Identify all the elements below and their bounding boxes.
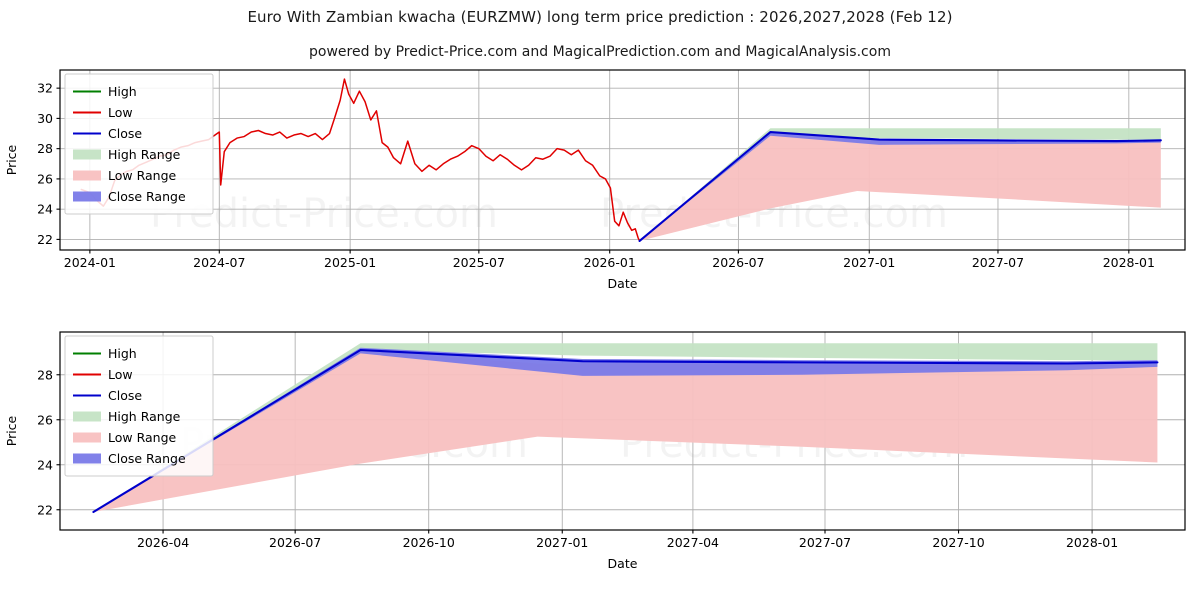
y-tick-label: 28 (37, 141, 53, 156)
legend-item-low-range[interactable]: Low Range (73, 168, 177, 183)
x-tick-label: 2027-07 (972, 255, 1024, 270)
x-tick-label: 2027-01 (536, 535, 588, 550)
page-subtitle: powered by Predict-Price.com and Magical… (309, 44, 891, 60)
legend-label: Close Range (108, 189, 186, 204)
x-axis: 2026-04 2026-07 2026-10 2027-01 2027-04 2027-… (137, 530, 1118, 550)
x-tick-label: 2025-07 (453, 255, 505, 270)
plot-content (92, 343, 1159, 514)
legend-item-low-range[interactable]: Low Range (73, 430, 177, 445)
x-tick-label: 2026-07 (712, 255, 764, 270)
band-low-range (639, 134, 1161, 241)
legend-patch-swatch (73, 170, 101, 181)
x-tick-label: 2027-10 (932, 535, 984, 550)
x-tick-label: 2028-01 (1103, 255, 1155, 270)
bottom-chart-panel: Predict-Price.comPredict-Price.com222426… (0, 322, 1200, 600)
legend-label: High Range (108, 147, 181, 162)
x-tick-label: 2027-01 (843, 255, 895, 270)
legend-patch-swatch (73, 453, 101, 464)
y-axis-title: Price (4, 144, 19, 175)
x-tick-label: 2028-01 (1066, 535, 1118, 550)
y-tick-label: 30 (37, 111, 53, 126)
legend-box (64, 335, 214, 477)
y-tick-label: 22 (37, 232, 53, 247)
legend-label: High (108, 346, 137, 361)
legend-label: Low (108, 367, 133, 382)
y-tick-label: 24 (37, 202, 53, 217)
y-axis: 22 24 26 28 30 32 (37, 81, 60, 247)
x-tick-label: 2027-04 (667, 535, 719, 550)
x-tick-label: 2027-07 (799, 535, 851, 550)
legend-item-close-range[interactable]: Close Range (73, 451, 186, 466)
legend-item-close[interactable]: Close (73, 388, 142, 403)
legend-label: Low Range (108, 430, 177, 445)
series-line-close (92, 348, 1159, 514)
axes-frame (59, 331, 1186, 531)
chart-legend[interactable]: High Low Close High Range Low Range Close Ran… (64, 335, 214, 477)
legend-patch-swatch (73, 411, 101, 422)
x-tick-label: 2025-01 (324, 255, 376, 270)
x-tick-label: 2026-01 (584, 255, 636, 270)
legend-label: Low Range (108, 168, 177, 183)
legend-item-high[interactable]: High (73, 346, 137, 361)
band-low-range (93, 351, 1158, 512)
top-chart-svg: Predict-Price.comPredict-Price.com222426… (0, 62, 1200, 312)
legend-label: Close (108, 388, 142, 403)
bottom-chart-svg: Predict-Price.comPredict-Price.com222426… (0, 322, 1200, 600)
chart-legend[interactable]: High Low Close High Range Low Range Close Ran… (64, 73, 214, 215)
y-axis: 22 24 26 28 (37, 367, 60, 517)
legend-item-low[interactable]: Low (73, 367, 133, 382)
legend-item-low[interactable]: Low (73, 105, 133, 120)
legend-item-close-range[interactable]: Close Range (73, 189, 186, 204)
top-chart-panel: Predict-Price.comPredict-Price.com222426… (0, 62, 1200, 312)
axes-frame (59, 69, 1186, 251)
legend-item-high[interactable]: High (73, 84, 137, 99)
legend-patch-swatch (73, 191, 101, 202)
y-tick-label: 24 (37, 457, 53, 472)
y-tick-label: 26 (37, 412, 53, 427)
legend-item-high-range[interactable]: High Range (73, 147, 181, 162)
band-close-range (639, 132, 1161, 241)
legend-label: Close (108, 126, 142, 141)
x-axis: 2024-01 2024-07 2025-01 2025-07 2026-01 2026-… (64, 250, 1155, 270)
legend-patch-swatch (73, 432, 101, 443)
legend-label: Close Range (108, 451, 186, 466)
legend-label: High (108, 84, 137, 99)
x-tick-label: 2026-04 (137, 535, 189, 550)
y-tick-label: 22 (37, 502, 53, 517)
legend-item-high-range[interactable]: High Range (73, 409, 181, 424)
band-high-range (639, 128, 1161, 241)
legend-label: High Range (108, 409, 181, 424)
y-axis-title: Price (4, 415, 19, 446)
legend-box (64, 73, 214, 215)
x-axis-title: Date (608, 556, 638, 571)
legend-patch-swatch (73, 149, 101, 160)
page-title: Euro With Zambian kwacha (EURZMW) long t… (247, 8, 953, 26)
y-tick-label: 28 (37, 367, 53, 382)
x-tick-label: 2024-07 (193, 255, 245, 270)
x-tick-label: 2026-10 (403, 535, 455, 550)
y-tick-label: 26 (37, 171, 53, 186)
x-tick-label: 2026-07 (269, 535, 321, 550)
legend-label: Low (108, 105, 133, 120)
legend-item-close[interactable]: Close (73, 126, 142, 141)
series-line-close (638, 130, 1162, 242)
y-tick-label: 32 (37, 81, 53, 96)
x-axis-title: Date (608, 276, 638, 291)
x-tick-label: 2024-01 (64, 255, 116, 270)
